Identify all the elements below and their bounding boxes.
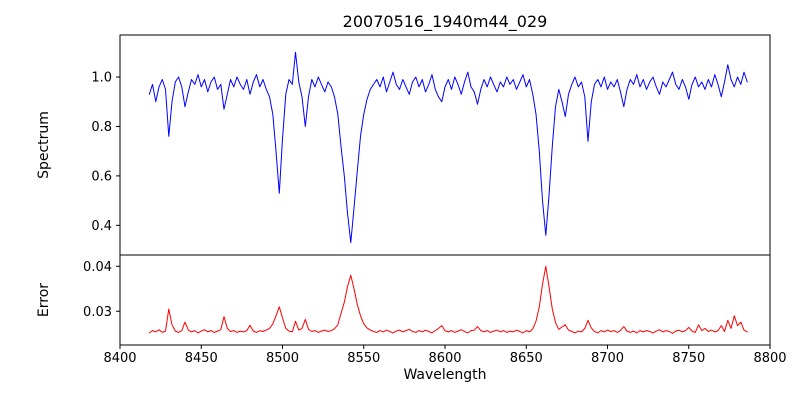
spectrum-y-axis-label: Spectrum [36, 111, 52, 179]
spectrum-y-tick-label: 1.0 [91, 71, 112, 86]
error-y-tick-label: 0.03 [83, 305, 112, 320]
x-tick-label: 8600 [428, 351, 461, 366]
error-line [148, 265, 748, 334]
x-tick-label: 8750 [672, 351, 705, 366]
plot-area: 0.4 0.6 0.8 1.0 0.03 0.04 8400 8450 8500 8550 8600… [83, 34, 787, 366]
x-tick-label: 8700 [591, 351, 624, 366]
spectrum-line [148, 51, 748, 244]
chart-title: 20070516_1940m44_029 [343, 12, 548, 32]
x-tick-label: 8500 [266, 351, 299, 366]
spectrum-y-tick-label: 0.8 [91, 120, 112, 135]
x-tick-label: 8400 [103, 351, 136, 366]
x-tick-label: 8450 [185, 351, 218, 366]
spectrum-y-tick-label: 0.6 [91, 169, 112, 184]
spectrum-y-tick-label: 0.4 [91, 219, 112, 234]
x-tick-label: 8650 [510, 351, 543, 366]
x-tick-label: 8550 [347, 351, 380, 366]
error-y-axis-label: Error [36, 283, 52, 317]
x-axis-label: Wavelength [403, 367, 486, 383]
x-tick-label: 8800 [753, 351, 786, 366]
error-y-tick-label: 0.04 [83, 260, 112, 275]
